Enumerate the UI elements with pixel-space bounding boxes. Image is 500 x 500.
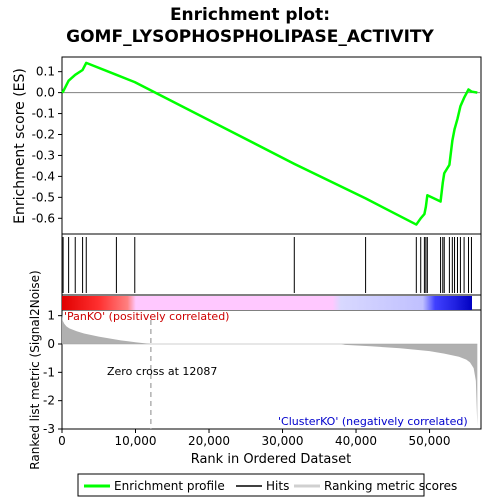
hits-panel bbox=[61, 233, 482, 296]
ranking-colorbar bbox=[62, 296, 472, 310]
legend-enrichment-label: Enrichment profile bbox=[114, 479, 225, 493]
x-tick-label: 0 bbox=[58, 434, 66, 448]
es-profile bbox=[61, 61, 478, 226]
zero-cross-label: Zero cross at 12087 bbox=[107, 365, 217, 378]
es-y-ticks: 0.1 0.0 -0.1 -0.2 -0.3 -0.4 -0.5 -0.6 bbox=[32, 65, 62, 225]
legend-box bbox=[77, 473, 425, 497]
x-tick-label: 50,000 bbox=[409, 434, 451, 448]
es-y-axis-label: Enrichment score (ES) bbox=[12, 68, 28, 224]
x-tick-label: 10,000 bbox=[115, 434, 157, 448]
chart-title-line2: GOMF_LYSOPHOSPHOLIPASE_ACTIVITY bbox=[66, 27, 434, 47]
es-tick-label: 0.1 bbox=[36, 65, 55, 79]
hit-marks bbox=[62, 237, 472, 293]
es-tick-label: -0.3 bbox=[32, 148, 55, 162]
positive-correlation-label: 'PanKO' (positively correlated) bbox=[64, 310, 229, 323]
es-tick-label: -0.2 bbox=[32, 128, 55, 142]
metric-y-ticks: 1 0 -1 -2 -3 bbox=[43, 309, 62, 436]
legend-hits-label: Hits bbox=[266, 479, 289, 493]
metric-y-axis-label: Ranked list metric (Signal2Noise) bbox=[28, 270, 42, 469]
metric-tick-label: -3 bbox=[43, 422, 55, 436]
es-tick-label: -0.5 bbox=[32, 190, 55, 204]
metric-panel bbox=[61, 309, 482, 430]
x-tick-label: 30,000 bbox=[262, 434, 304, 448]
es-tick-label: -0.1 bbox=[32, 107, 55, 121]
x-ticks: 0 10,000 20,000 30,000 40,000 50,000 bbox=[58, 429, 451, 448]
metric-tick-label: -2 bbox=[43, 394, 55, 408]
metric-tick-label: -1 bbox=[43, 365, 55, 379]
x-tick-label: 40,000 bbox=[335, 434, 377, 448]
x-tick-label: 20,000 bbox=[188, 434, 230, 448]
x-axis-label: Rank in Ordered Dataset bbox=[191, 452, 352, 467]
chart-title-line1: Enrichment plot: bbox=[170, 5, 330, 25]
es-tick-label: 0.0 bbox=[36, 86, 55, 100]
es-profile-line bbox=[61, 61, 478, 226]
es-panel bbox=[61, 56, 482, 235]
metric-area bbox=[62, 314, 478, 427]
es-tick-label: -0.6 bbox=[32, 211, 55, 225]
metric-tick-label: 0 bbox=[47, 337, 55, 351]
negative-correlation-label: 'ClusterKO' (negatively correlated) bbox=[278, 415, 468, 428]
es-tick-label: -0.4 bbox=[32, 169, 55, 183]
metric-tick-label: 1 bbox=[47, 309, 55, 323]
legend-metric-label: Ranking metric scores bbox=[324, 479, 457, 493]
